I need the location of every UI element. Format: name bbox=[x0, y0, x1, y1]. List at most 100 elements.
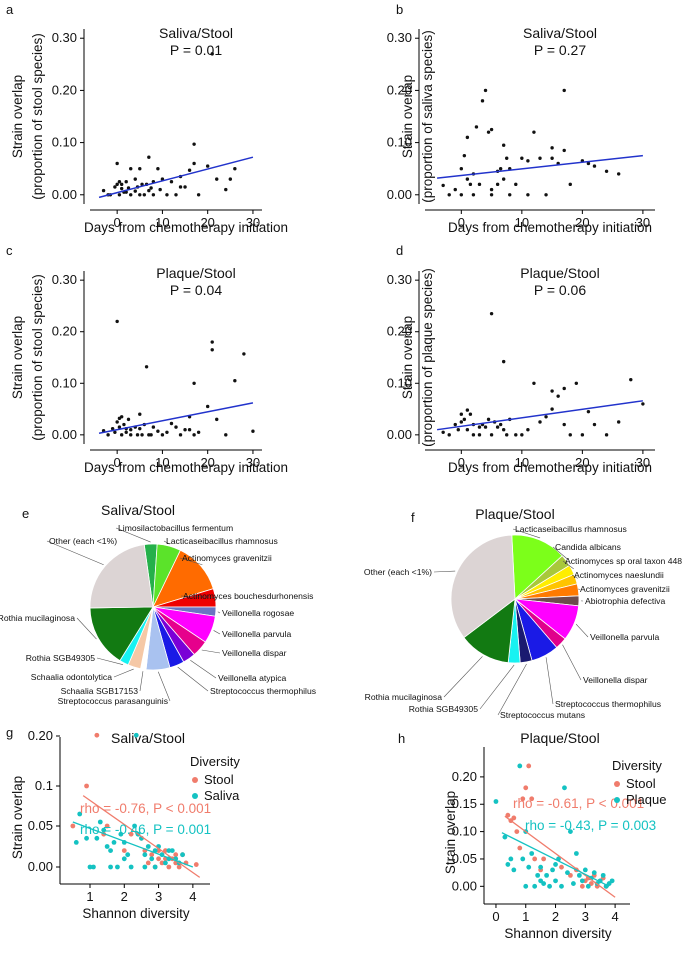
data-point bbox=[122, 422, 126, 427]
data-point-saliva bbox=[108, 848, 113, 853]
data-point bbox=[568, 433, 572, 437]
x-tick-label: 20 bbox=[575, 455, 589, 470]
data-point bbox=[447, 193, 451, 197]
data-point bbox=[616, 420, 621, 424]
y-tick-label: 0.00 bbox=[387, 187, 412, 202]
pie-leader-line bbox=[46, 540, 104, 566]
data-point bbox=[586, 161, 591, 166]
pie-leader-line bbox=[213, 630, 221, 635]
x-axis-label: Shannon diversity bbox=[82, 906, 190, 921]
pie-label: Abiotrophia defectiva bbox=[585, 596, 665, 606]
y-tick-label: 0.10 bbox=[387, 135, 412, 150]
data-point bbox=[592, 422, 597, 427]
pie-label: Lacticaseibacillus rhamnosus bbox=[515, 524, 627, 534]
data-point bbox=[205, 404, 210, 409]
data-point bbox=[501, 427, 506, 432]
x-tick-label: 30 bbox=[246, 455, 260, 470]
data-point bbox=[489, 187, 494, 192]
data-point-saliva bbox=[91, 864, 96, 870]
y-axis-label: Strain overlap bbox=[10, 75, 25, 158]
data-point bbox=[465, 427, 470, 432]
p-value: P = 0.06 bbox=[534, 282, 587, 298]
p-value: P = 0.27 bbox=[534, 42, 587, 58]
pie-leader-line bbox=[562, 644, 582, 681]
data-point-plaque bbox=[576, 872, 582, 878]
x-tick-label: 0 bbox=[458, 215, 465, 230]
pie-leader-line bbox=[571, 574, 578, 579]
data-point-saliva bbox=[101, 827, 107, 833]
y-tick-label: 0.00 bbox=[52, 187, 77, 202]
data-point-saliva bbox=[142, 852, 148, 858]
data-point-saliva bbox=[77, 811, 83, 817]
fit-line-stool bbox=[82, 795, 201, 878]
data-point bbox=[233, 379, 237, 383]
data-point bbox=[550, 156, 554, 160]
data-point bbox=[117, 425, 122, 429]
x-tick-label: 10 bbox=[155, 215, 169, 230]
p-value: P = 0.01 bbox=[170, 42, 223, 58]
y-tick-label: 0.10 bbox=[452, 824, 477, 839]
data-point-stool bbox=[532, 856, 538, 862]
y-tick-label: 0.10 bbox=[52, 375, 77, 390]
data-point bbox=[592, 164, 597, 168]
y-axis-label: Strain overlap bbox=[443, 791, 458, 874]
data-point bbox=[151, 193, 156, 197]
data-point-saliva bbox=[149, 856, 155, 862]
data-point bbox=[149, 186, 153, 190]
panel-letter: e bbox=[22, 506, 29, 521]
data-point bbox=[562, 422, 566, 427]
x-tick-label: 20 bbox=[575, 215, 589, 230]
x-tick-label: 0 bbox=[114, 455, 121, 470]
data-point bbox=[119, 415, 124, 419]
data-point-plaque bbox=[526, 864, 532, 870]
data-point-saliva bbox=[163, 860, 168, 866]
data-point bbox=[115, 420, 119, 424]
data-point-plaque bbox=[520, 856, 526, 862]
y-tick-label: 0.00 bbox=[28, 859, 53, 874]
data-point bbox=[119, 433, 124, 437]
data-point-plaque bbox=[562, 785, 567, 791]
data-point bbox=[604, 169, 609, 173]
data-point-saliva bbox=[132, 823, 137, 829]
data-point bbox=[462, 153, 467, 158]
data-point-saliva bbox=[169, 848, 175, 853]
data-point bbox=[453, 422, 457, 427]
x-tick-label: 0 bbox=[114, 215, 121, 230]
x-tick-label: 20 bbox=[200, 455, 214, 470]
data-point bbox=[453, 187, 457, 192]
data-point bbox=[532, 130, 536, 134]
x-tick-label: 0 bbox=[492, 909, 499, 924]
regression-line bbox=[437, 400, 643, 431]
pie-label: Schaalia odontolytica bbox=[31, 672, 112, 682]
data-point bbox=[441, 183, 445, 188]
data-point-saliva bbox=[142, 864, 148, 870]
pie-slice bbox=[450, 534, 516, 639]
pie-leader-line bbox=[577, 588, 581, 590]
panel-letter: h bbox=[398, 731, 405, 746]
panel-letter: d bbox=[396, 243, 403, 258]
data-point bbox=[210, 340, 214, 344]
data-point bbox=[133, 177, 137, 181]
data-point bbox=[486, 130, 491, 134]
data-point bbox=[514, 182, 518, 187]
data-point bbox=[165, 430, 169, 434]
data-point bbox=[526, 193, 530, 197]
data-point bbox=[117, 193, 122, 197]
data-point bbox=[151, 425, 156, 429]
pie-label: Lacticaseibacillus rhamnosus bbox=[166, 536, 278, 546]
p-value: P = 0.04 bbox=[170, 282, 223, 298]
data-point bbox=[233, 166, 237, 171]
pie-label: Actinomyces gravenitzii bbox=[182, 553, 272, 563]
y-tick-label: 0.30 bbox=[387, 30, 412, 45]
y-tick-label: 0.20 bbox=[52, 82, 77, 97]
pie-label: Actinomyces gravenitzii bbox=[580, 584, 670, 594]
pie-label: Veillonella dispar bbox=[583, 675, 648, 685]
data-point-stool bbox=[517, 845, 523, 851]
x-tick-label: 2 bbox=[121, 889, 128, 904]
pie-leader-line bbox=[575, 623, 589, 638]
pie-label: Streptococcus thermophilus bbox=[210, 686, 316, 696]
data-point bbox=[489, 193, 494, 197]
data-point bbox=[192, 433, 196, 437]
data-point-plaque bbox=[553, 878, 558, 884]
